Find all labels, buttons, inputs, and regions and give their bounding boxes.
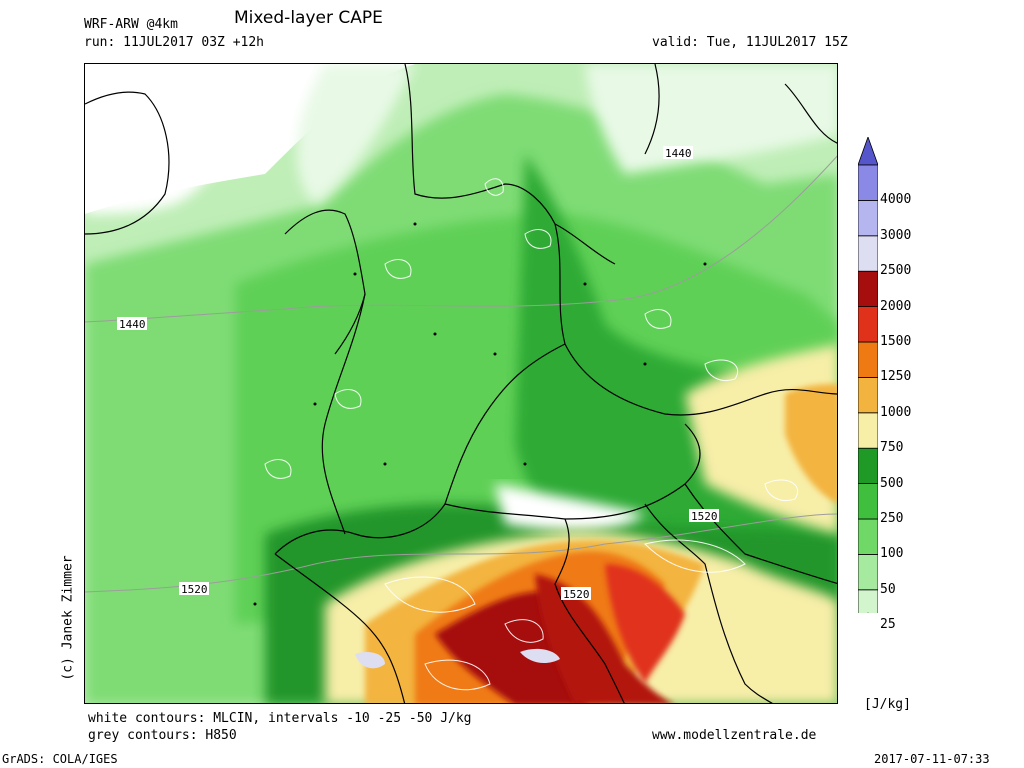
low-cape-center bbox=[495, 484, 645, 531]
colorbar-box bbox=[858, 164, 878, 201]
unit-label: [J/kg] bbox=[864, 697, 911, 712]
colorbar-box bbox=[858, 483, 878, 520]
cape-map: 1440 1440 1520 1520 1520 bbox=[84, 63, 838, 704]
valid-label: valid: Tue, 11JUL2017 15Z bbox=[652, 35, 848, 50]
cape-1250-adriatic bbox=[605, 564, 685, 684]
mlcin-caption: white contours: MLCIN, intervals -10 -25… bbox=[88, 711, 472, 726]
cape-1500-adriatic bbox=[535, 574, 672, 703]
city-markers bbox=[253, 222, 707, 606]
colorbar-box bbox=[858, 200, 878, 237]
low-cape-north bbox=[296, 64, 415, 204]
cape-2000-spot-west bbox=[355, 652, 385, 669]
author-credit: (c) Janek Zimmer bbox=[60, 555, 76, 681]
colorbar-box bbox=[858, 270, 878, 307]
mlcin-contours bbox=[264, 178, 798, 691]
cape-map-graphic: 1440 1440 1520 1520 1520 bbox=[85, 64, 837, 703]
contour-label-west: 1440 bbox=[119, 318, 146, 331]
colorbar bbox=[858, 137, 878, 613]
colorbar-label: 4000 bbox=[880, 192, 912, 208]
contour-label-north: 1440 bbox=[665, 147, 692, 160]
chart-title: Mixed-layer CAPE bbox=[234, 8, 383, 28]
contour-label-sw: 1520 bbox=[181, 583, 208, 596]
colorbar-label: 250 bbox=[880, 511, 904, 526]
colorbar-box bbox=[858, 376, 878, 414]
contour-labels: 1440 1440 1520 1520 1520 bbox=[117, 146, 719, 601]
colorbar-box bbox=[858, 447, 878, 485]
colorbar-label: 100 bbox=[880, 546, 904, 562]
model-label: WRF-ARW @4km bbox=[84, 17, 178, 32]
colorbar-label: 1500 bbox=[880, 334, 912, 349]
cape-750-east bbox=[785, 384, 837, 503]
colorbar-label: 2500 bbox=[880, 263, 912, 279]
colorbar-max-triangle bbox=[858, 137, 878, 166]
website-label: www.modellzentrale.de bbox=[652, 728, 817, 743]
colorbar-label: 1000 bbox=[880, 404, 912, 420]
contour-label-south: 1520 bbox=[563, 588, 590, 601]
colorbar-label: 2000 bbox=[880, 298, 912, 314]
h850-caption: grey contours: H850 bbox=[88, 728, 237, 743]
borders bbox=[85, 64, 837, 703]
colorbar-box bbox=[858, 589, 878, 613]
colorbar-box bbox=[858, 412, 878, 449]
colorbar-label: 500 bbox=[880, 475, 904, 491]
colorbar-label: 50 bbox=[880, 581, 896, 597]
low-cape-northwest bbox=[85, 94, 223, 214]
colorbar-label: 750 bbox=[880, 440, 904, 456]
colorbar-box bbox=[858, 235, 878, 272]
colorbar-label: 3000 bbox=[880, 227, 912, 243]
colorbar-label: 25 bbox=[880, 617, 896, 633]
colorbar-box bbox=[858, 306, 878, 343]
run-label: run: 11JUL2017 03Z +12h bbox=[84, 35, 265, 50]
colorbar-box bbox=[858, 518, 878, 555]
colorbar-box bbox=[858, 341, 878, 378]
grads-label: GrADS: COLA/IGES bbox=[2, 752, 118, 766]
colorbar-box bbox=[858, 553, 878, 591]
cape-2000-spot-center bbox=[520, 648, 560, 664]
contour-label-east: 1520 bbox=[691, 510, 718, 523]
colorbar-label: 1250 bbox=[880, 369, 912, 385]
timestamp-label: 2017-07-11-07:33 bbox=[874, 752, 990, 766]
